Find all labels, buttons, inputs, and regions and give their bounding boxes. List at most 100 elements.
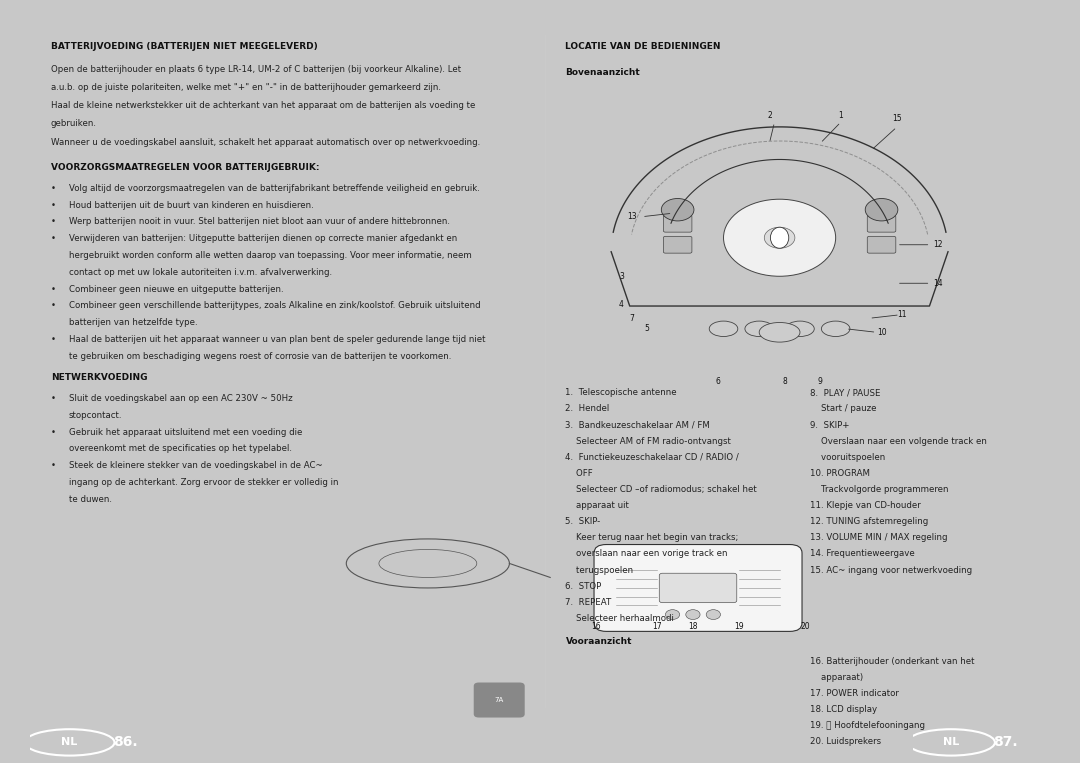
Text: Selecteer CD –of radiomodus; schakel het: Selecteer CD –of radiomodus; schakel het	[566, 485, 757, 494]
Text: •: •	[51, 335, 56, 344]
Text: 10: 10	[877, 328, 887, 336]
Text: 1.  Telescopische antenne: 1. Telescopische antenne	[566, 388, 677, 398]
Text: •: •	[51, 234, 56, 243]
Text: •: •	[51, 301, 56, 311]
Text: 4.  Functiekeuzeschakelaar CD / RADIO /: 4. Functiekeuzeschakelaar CD / RADIO /	[566, 452, 739, 462]
Text: 14. Frequentieweergave: 14. Frequentieweergave	[810, 549, 915, 559]
Text: contact op met uw lokale autoriteiten i.v.m. afvalverwerking.: contact op met uw lokale autoriteiten i.…	[69, 268, 333, 277]
Text: OFF: OFF	[566, 469, 593, 478]
Text: Start / pauze: Start / pauze	[810, 404, 877, 414]
Text: hergebruikt worden conform alle wetten daarop van toepassing. Voor meer informat: hergebruikt worden conform alle wetten d…	[69, 251, 472, 260]
Text: Gebruik het apparaat uitsluitend met een voeding die: Gebruik het apparaat uitsluitend met een…	[69, 427, 302, 436]
Text: Verwijderen van batterijen: Uitgeputte batterijen dienen op correcte manier afge: Verwijderen van batterijen: Uitgeputte b…	[69, 234, 457, 243]
Text: 18: 18	[688, 622, 698, 631]
Text: •: •	[51, 394, 56, 403]
Text: 7.  REPEAT: 7. REPEAT	[566, 597, 611, 607]
Text: 7A: 7A	[495, 697, 504, 703]
Text: 15. AC~ ingang voor netwerkvoeding: 15. AC~ ingang voor netwerkvoeding	[810, 565, 972, 575]
Text: •: •	[51, 427, 56, 436]
Text: Steek de kleinere stekker van de voedingskabel in de AC~: Steek de kleinere stekker van de voeding…	[69, 461, 323, 470]
Text: NL: NL	[943, 737, 959, 748]
Text: overeenkomt met de specificaties op het typelabel.: overeenkomt met de specificaties op het …	[69, 444, 292, 453]
Text: Overslaan naar een volgende track en: Overslaan naar een volgende track en	[810, 436, 987, 446]
Text: Volg altijd de voorzorgsmaatregelen van de batterijfabrikant betreffende veiligh: Volg altijd de voorzorgsmaatregelen van …	[69, 184, 480, 193]
Circle shape	[661, 198, 694, 221]
Ellipse shape	[786, 321, 814, 336]
Text: Selecteer herhaalmodi: Selecteer herhaalmodi	[566, 614, 674, 623]
Text: 3: 3	[619, 272, 624, 281]
Text: 16: 16	[591, 622, 600, 631]
Text: Wanneer u de voedingskabel aansluit, schakelt het apparaat automatisch over op n: Wanneer u de voedingskabel aansluit, sch…	[51, 137, 480, 146]
Text: 17. POWER indicator: 17. POWER indicator	[810, 689, 899, 698]
Text: 8.  PLAY / PAUSE: 8. PLAY / PAUSE	[810, 388, 880, 398]
Text: Selecteer AM of FM radio-ontvangst: Selecteer AM of FM radio-ontvangst	[566, 436, 731, 446]
Text: Houd batterijen uit de buurt van kinderen en huisdieren.: Houd batterijen uit de buurt van kindere…	[69, 201, 313, 210]
Circle shape	[706, 610, 720, 620]
Text: 86.: 86.	[113, 736, 138, 749]
FancyBboxPatch shape	[663, 237, 692, 253]
Text: 19: 19	[734, 622, 744, 631]
Ellipse shape	[822, 321, 850, 336]
FancyBboxPatch shape	[594, 545, 802, 631]
Text: 9.  SKIP+: 9. SKIP+	[810, 420, 850, 430]
Text: Open de batterijhouder en plaats 6 type LR-14, UM-2 of C batterijen (bij voorkeu: Open de batterijhouder en plaats 6 type …	[51, 65, 461, 74]
Text: 5: 5	[645, 324, 649, 333]
FancyBboxPatch shape	[474, 683, 525, 717]
Text: 3.  Bandkeuzeschakelaar AM / FM: 3. Bandkeuzeschakelaar AM / FM	[566, 420, 711, 430]
FancyBboxPatch shape	[867, 237, 895, 253]
Text: •: •	[51, 285, 56, 294]
Text: 1: 1	[838, 111, 843, 120]
Text: Haal de batterijen uit het apparaat wanneer u van plan bent de speler gedurende : Haal de batterijen uit het apparaat wann…	[69, 335, 486, 344]
FancyBboxPatch shape	[659, 573, 737, 603]
Text: 15: 15	[892, 114, 902, 123]
Text: •: •	[51, 461, 56, 470]
Text: •: •	[51, 217, 56, 227]
Text: •: •	[51, 184, 56, 193]
Circle shape	[765, 227, 795, 248]
Text: •: •	[51, 201, 56, 210]
Text: Vooraanzicht: Vooraanzicht	[566, 637, 632, 646]
Text: Bovenaanzicht: Bovenaanzicht	[566, 68, 640, 77]
Circle shape	[665, 610, 679, 620]
Text: 13: 13	[627, 212, 636, 221]
Text: 8: 8	[782, 377, 787, 386]
Text: LOCATIE VAN DE BEDIENINGEN: LOCATIE VAN DE BEDIENINGEN	[566, 42, 721, 50]
Text: BATTERIJVOEDING (BATTERIJEN NIET MEEGELEVERD): BATTERIJVOEDING (BATTERIJEN NIET MEEGELE…	[51, 42, 318, 50]
Text: gebruiken.: gebruiken.	[51, 119, 96, 128]
Text: terugspoelen: terugspoelen	[566, 565, 634, 575]
Text: 11: 11	[897, 311, 907, 319]
Text: 6: 6	[716, 377, 720, 386]
Text: 2: 2	[767, 111, 772, 120]
Text: Trackvolgorde programmeren: Trackvolgorde programmeren	[810, 485, 948, 494]
Text: Keer terug naar het begin van tracks;: Keer terug naar het begin van tracks;	[566, 533, 739, 542]
Text: 20. Luidsprekers: 20. Luidsprekers	[810, 737, 881, 746]
Text: 12. TUNING afstemregeling: 12. TUNING afstemregeling	[810, 517, 929, 526]
Text: overslaan naar een vorige track en: overslaan naar een vorige track en	[566, 549, 728, 559]
Text: 16. Batterijhouder (onderkant van het: 16. Batterijhouder (onderkant van het	[810, 657, 974, 665]
Ellipse shape	[759, 323, 800, 342]
Text: 6.  STOP: 6. STOP	[566, 581, 602, 591]
Text: 7: 7	[630, 314, 634, 323]
Text: 18. LCD display: 18. LCD display	[810, 705, 877, 714]
Text: Combineer geen nieuwe en uitgeputte batterijen.: Combineer geen nieuwe en uitgeputte batt…	[69, 285, 284, 294]
Text: 4: 4	[619, 300, 624, 309]
Text: stopcontact.: stopcontact.	[69, 410, 122, 420]
Text: a.u.b. op de juiste polariteiten, welke met "+" en "-" in de batterijhouder gema: a.u.b. op de juiste polariteiten, welke …	[51, 83, 441, 92]
Text: 19.   Hoofdtelefooningang: 19.   Hoofdtelefooningang	[810, 721, 926, 730]
Text: 13. VOLUME MIN / MAX regeling: 13. VOLUME MIN / MAX regeling	[810, 533, 947, 542]
Text: NETWERKVOEDING: NETWERKVOEDING	[51, 373, 147, 382]
Ellipse shape	[745, 321, 773, 336]
Text: 2.  Hendel: 2. Hendel	[566, 404, 610, 414]
Text: vooruitspoelen: vooruitspoelen	[810, 452, 886, 462]
Text: 5.  SKIP-: 5. SKIP-	[566, 517, 600, 526]
Text: 12: 12	[933, 240, 943, 250]
Circle shape	[686, 610, 700, 620]
Text: Combineer geen verschillende batterijtypes, zoals Alkaline en zink/koolstof. Geb: Combineer geen verschillende batterijtyp…	[69, 301, 481, 311]
Text: 14: 14	[933, 278, 943, 288]
Text: 17: 17	[652, 622, 662, 631]
Text: Haal de kleine netwerkstekker uit de achterkant van het apparaat om de batterije: Haal de kleine netwerkstekker uit de ach…	[51, 101, 475, 110]
Text: te gebruiken om beschadiging wegens roest of corrosie van de batterijen te voork: te gebruiken om beschadiging wegens roes…	[69, 352, 451, 361]
Circle shape	[724, 199, 836, 276]
FancyBboxPatch shape	[663, 215, 692, 232]
Text: apparaat): apparaat)	[810, 673, 863, 681]
